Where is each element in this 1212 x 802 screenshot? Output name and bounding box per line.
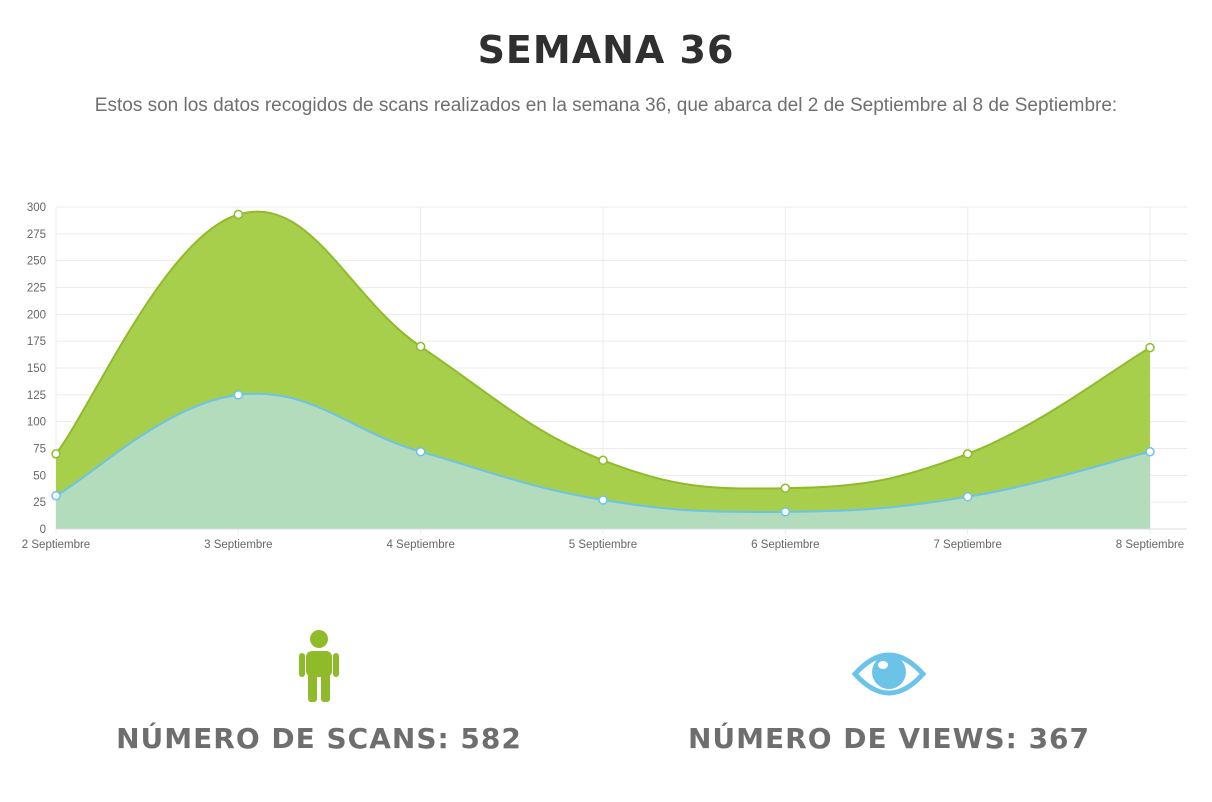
y-tick-label: 300 [27,202,46,214]
y-tick-label: 200 [27,309,46,321]
views-stat: NÚMERO DE VIEWS: 367 [586,630,1192,755]
y-tick-label: 50 [33,470,46,482]
data-point [415,446,426,457]
page-title: SEMANA 36 [477,28,735,72]
x-tick-label: 4 Septiembre [386,539,454,551]
y-tick-label: 25 [33,497,46,509]
x-tick-label: 7 Septiembre [933,539,1001,551]
y-tick-label: 150 [27,363,46,375]
x-tick-label: 8 Septiembre [1116,539,1184,551]
views-count-label: NÚMERO DE VIEWS: 367 [687,722,1091,755]
data-point [598,455,608,466]
y-tick-label: 0 [40,524,46,536]
scans-stat: NÚMERO DE SCANS: 582 [16,630,622,755]
person-icon [299,630,339,702]
x-tick-label: 3 Septiembre [204,539,272,551]
x-tick-label: 5 Septiembre [569,539,637,551]
scans-count-label: NÚMERO DE SCANS: 582 [116,722,522,755]
y-tick-label: 250 [27,256,46,268]
data-point [51,490,61,501]
data-point [233,209,244,220]
data-point [598,495,608,505]
y-tick-label: 100 [27,417,46,429]
y-tick-label: 75 [33,444,46,456]
y-tick-label: 125 [27,390,46,402]
eye-icon [852,652,926,696]
page-subtitle: Estos son los datos recogidos de scans r… [94,95,1118,116]
data-point [780,507,791,517]
y-tick-label: 275 [27,229,46,241]
data-point [962,449,973,459]
data-point [415,341,426,352]
x-tick-label: 6 Septiembre [751,539,819,551]
data-point [1145,342,1155,353]
x-tick-label: 2 Septiembre [22,539,90,551]
data-point [233,390,244,400]
y-tick-label: 175 [27,336,46,348]
data-point [1145,446,1155,457]
data-point [962,492,973,502]
y-tick-label: 225 [27,283,46,295]
data-point [780,483,791,493]
area-chart: 0 25 50 75 100 125 150 175 200 225 250 275 300 2 Sept… [22,202,1187,551]
data-point [51,449,61,459]
series-area-1 [56,393,1150,529]
